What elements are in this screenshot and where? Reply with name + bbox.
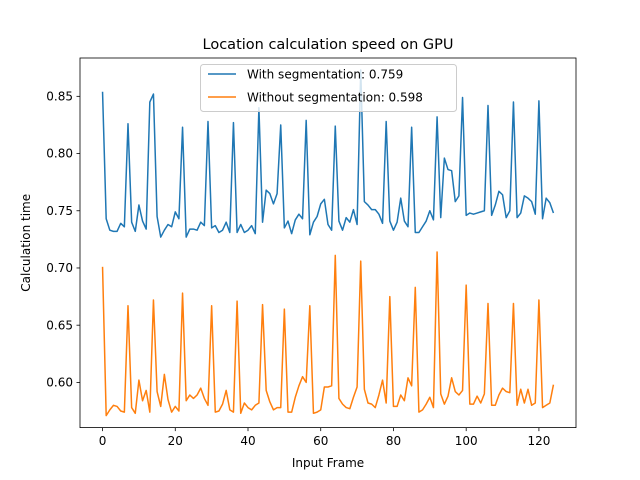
legend-box xyxy=(200,64,457,112)
plot-frame xyxy=(79,57,577,429)
legend-label-with-segmentation: With segmentation: 0.759 xyxy=(247,68,403,82)
x-tick-label: 60 xyxy=(313,434,328,448)
x-tick-label: 40 xyxy=(240,434,255,448)
legend: With segmentation: 0.759 Without segment… xyxy=(200,64,457,112)
x-tick-label: 100 xyxy=(455,434,478,448)
y-tick-label: 0.85 xyxy=(46,90,73,104)
series-line-with-segmentation xyxy=(101,69,555,238)
series-line-without-segmentation xyxy=(101,251,555,417)
y-tick-label: 0.70 xyxy=(46,261,73,275)
y-tick-label: 0.60 xyxy=(46,376,73,390)
legend-label-without-segmentation: Without segmentation: 0.598 xyxy=(247,91,423,105)
x-tick-label: 20 xyxy=(168,434,183,448)
y-axis-title: Calculation time xyxy=(19,194,33,292)
chart-title: Location calculation speed on GPU xyxy=(203,37,454,53)
x-tick-label: 0 xyxy=(99,434,107,448)
y-tick-label: 0.80 xyxy=(46,147,73,161)
x-axis-ticks: 0 20 40 60 80 100 120 xyxy=(99,427,550,448)
series-layer xyxy=(101,69,555,417)
x-tick-label: 120 xyxy=(527,434,550,448)
y-tick-label: 0.65 xyxy=(46,318,73,332)
plot-area xyxy=(80,58,576,428)
y-tick-label: 0.75 xyxy=(46,204,73,218)
x-axis-title: Input Frame xyxy=(292,456,364,470)
x-tick-label: 80 xyxy=(386,434,401,448)
y-axis-ticks: 0.60 0.65 0.70 0.75 0.80 0.85 xyxy=(46,90,80,390)
